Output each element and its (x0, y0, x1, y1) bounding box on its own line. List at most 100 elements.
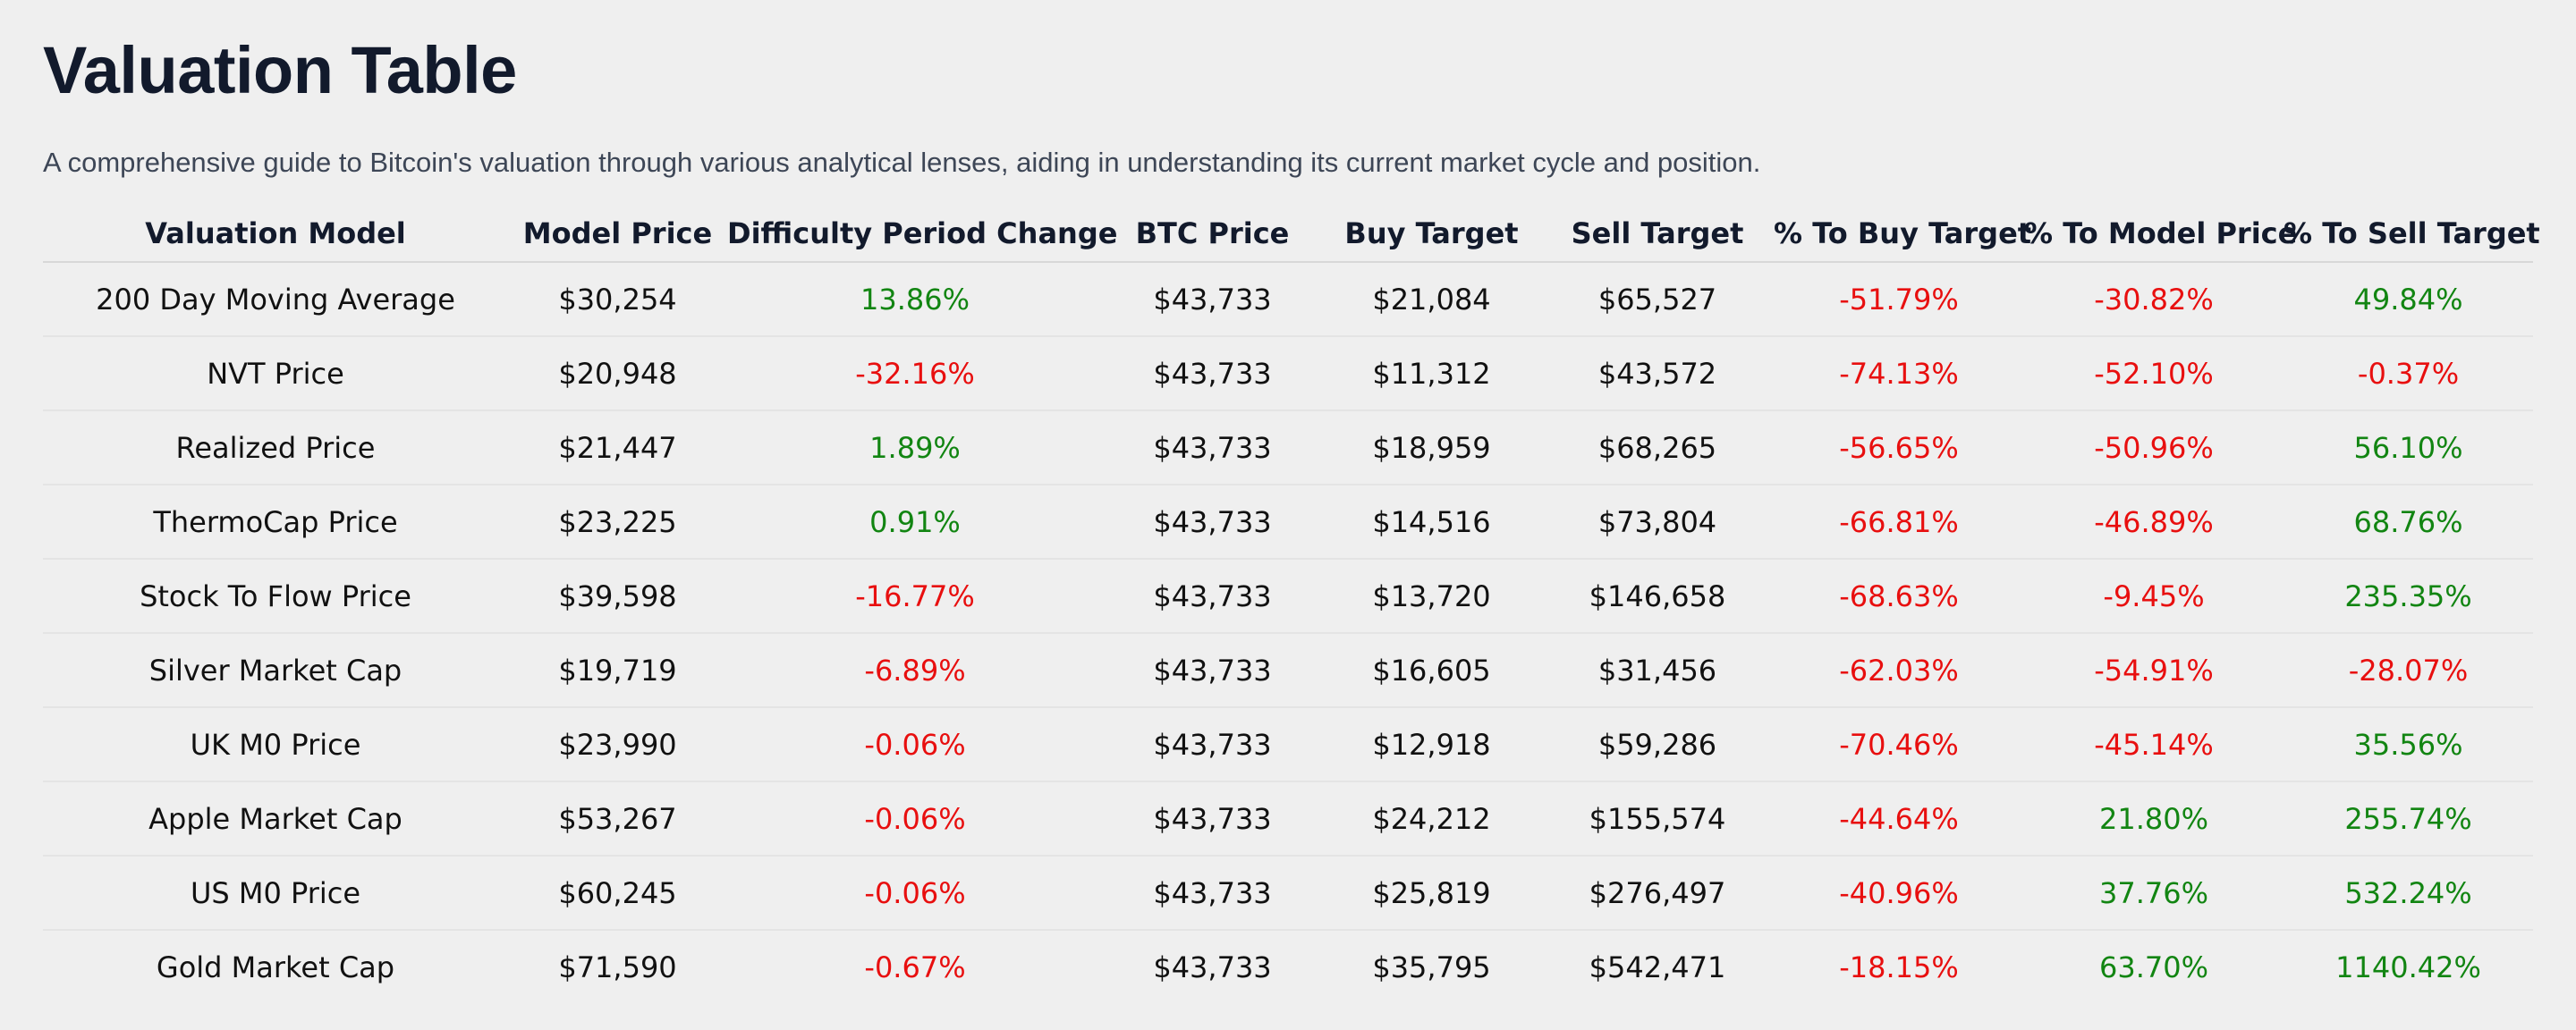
cell-pct-to-sell-target: 68.76% (2284, 485, 2533, 560)
cell-btc-price: $43,733 (1103, 485, 1322, 560)
table-row: UK M0 Price $23,990 -0.06% $43,733 $12,9… (43, 707, 2533, 782)
cell-model-price: $21,447 (508, 410, 727, 485)
column-header-buy-target[interactable]: Buy Target (1322, 206, 1541, 263)
cell-model-price: $71,590 (558, 950, 677, 984)
cell-pct-to-buy-target: -68.63% (1774, 559, 2024, 634)
cell-buy-target: $13,720 (1322, 559, 1541, 634)
cell-btc-price: $43,733 (1103, 781, 1322, 857)
cell-pct-to-sell-target: 1140.42% (2335, 950, 2481, 984)
cell-buy-target: $16,605 (1322, 633, 1541, 708)
cell-pct-to-buy-target: -70.46% (1774, 707, 2024, 782)
cell-sell-target: $31,456 (1541, 633, 1774, 708)
cell-btc-price: $43,733 (1103, 559, 1322, 634)
column-header-difficulty-period-change[interactable]: Difficulty Period Change (727, 206, 1117, 263)
cell-buy-target: $11,312 (1322, 336, 1541, 411)
column-header-btc-price[interactable]: BTC Price (1103, 206, 1322, 263)
cell-pct-to-sell-target: 49.84% (2284, 262, 2533, 337)
cell-valuation-model: UK M0 Price (43, 707, 508, 782)
cell-btc-price: $43,733 (1103, 633, 1322, 708)
cell-buy-target: $25,819 (1322, 856, 1541, 931)
cell-difficulty-period-change: -0.06% (727, 707, 1103, 782)
cell-pct-to-model-price: 21.80% (2024, 781, 2284, 857)
cell-difficulty-period-change: 0.91% (727, 485, 1103, 560)
table-row: ThermoCap Price $23,225 0.91% $43,733 $1… (43, 485, 2533, 560)
cell-difficulty-period-change: -32.16% (727, 336, 1103, 411)
cell-pct-to-buy-target: -44.64% (1774, 781, 2024, 857)
cell-sell-target: $276,497 (1541, 856, 1774, 931)
cell-model-price: $23,990 (508, 707, 727, 782)
cell-btc-price: $43,733 (1153, 950, 1272, 984)
cell-valuation-model: Apple Market Cap (43, 781, 508, 857)
cell-pct-to-model-price: -46.89% (2024, 485, 2284, 560)
cell-pct-to-model-price: -45.14% (2024, 707, 2284, 782)
column-header-valuation-model[interactable]: Valuation Model (43, 206, 508, 263)
cell-sell-target: $59,286 (1541, 707, 1774, 782)
cell-model-price: $30,254 (508, 262, 727, 337)
cell-pct-to-sell-target: -28.07% (2284, 633, 2533, 708)
table-row: Stock To Flow Price $39,598 -16.77% $43,… (43, 559, 2533, 634)
cell-pct-to-model-price: -9.45% (2024, 559, 2284, 634)
cell-difficulty-period-change: 1.89% (727, 410, 1103, 485)
column-header-model-price[interactable]: Model Price (508, 206, 727, 263)
column-header-pct-to-buy-target[interactable]: % To Buy Target (1774, 206, 2031, 263)
table-row: Silver Market Cap $19,719 -6.89% $43,733… (43, 633, 2533, 708)
table-header-row: Valuation Model Model Price Difficulty P… (43, 206, 2540, 263)
cell-valuation-model: Realized Price (43, 410, 508, 485)
cell-difficulty-period-change: -0.06% (727, 781, 1103, 857)
cell-sell-target: $43,572 (1541, 336, 1774, 411)
cell-valuation-model: US M0 Price (43, 856, 508, 931)
cell-buy-target: $35,795 (1372, 950, 1491, 984)
table-row: US M0 Price $60,245 -0.06% $43,733 $25,8… (43, 856, 2533, 931)
cell-pct-to-model-price: -52.10% (2024, 336, 2284, 411)
cell-buy-target: $12,918 (1322, 707, 1541, 782)
cell-sell-target: $73,804 (1541, 485, 1774, 560)
cell-btc-price: $43,733 (1103, 707, 1322, 782)
cell-difficulty-period-change: 13.86% (727, 262, 1103, 337)
cell-valuation-model: NVT Price (43, 336, 508, 411)
cell-pct-to-model-price: -30.82% (2024, 262, 2284, 337)
table-row: 200 Day Moving Average $30,254 13.86% $4… (43, 262, 2533, 337)
cell-valuation-model: Gold Market Cap (156, 950, 395, 984)
cell-model-price: $20,948 (508, 336, 727, 411)
cell-valuation-model: 200 Day Moving Average (43, 262, 508, 337)
table-row: Apple Market Cap $53,267 -0.06% $43,733 … (43, 781, 2533, 857)
cell-sell-target: $542,471 (1589, 950, 1726, 984)
cell-sell-target: $146,658 (1541, 559, 1774, 634)
cell-btc-price: $43,733 (1103, 410, 1322, 485)
cell-model-price: $39,598 (508, 559, 727, 634)
cell-pct-to-sell-target: 35.56% (2284, 707, 2533, 782)
table-row: Gold Market Cap $71,590 -0.67% $43,733 $… (43, 930, 2533, 1003)
cell-pct-to-model-price: -50.96% (2024, 410, 2284, 485)
cell-pct-to-buy-target: -18.15% (1839, 950, 1959, 984)
cell-sell-target: $155,574 (1541, 781, 1774, 857)
cell-difficulty-period-change: -6.89% (727, 633, 1103, 708)
column-header-sell-target[interactable]: Sell Target (1541, 206, 1774, 263)
cell-pct-to-sell-target: -0.37% (2284, 336, 2533, 411)
cell-pct-to-buy-target: -62.03% (1774, 633, 2024, 708)
cell-buy-target: $21,084 (1322, 262, 1541, 337)
cell-sell-target: $65,527 (1541, 262, 1774, 337)
cell-difficulty-period-change: -0.06% (727, 856, 1103, 931)
valuation-table: Valuation Model Model Price Difficulty P… (43, 206, 2540, 1003)
table-row: Realized Price $21,447 1.89% $43,733 $18… (43, 410, 2533, 485)
page-subtitle: A comprehensive guide to Bitcoin's valua… (43, 147, 1761, 178)
cell-pct-to-sell-target: 235.35% (2284, 559, 2533, 634)
cell-valuation-model: Silver Market Cap (43, 633, 508, 708)
cell-buy-target: $14,516 (1322, 485, 1541, 560)
table-body: 200 Day Moving Average $30,254 13.86% $4… (43, 262, 2533, 1003)
cell-buy-target: $24,212 (1322, 781, 1541, 857)
cell-pct-to-sell-target: 255.74% (2284, 781, 2533, 857)
cell-valuation-model: ThermoCap Price (43, 485, 508, 560)
cell-pct-to-model-price: 37.76% (2024, 856, 2284, 931)
cell-model-price: $19,719 (508, 633, 727, 708)
cell-pct-to-buy-target: -66.81% (1774, 485, 2024, 560)
column-header-pct-to-model-price[interactable]: % To Model Price (2024, 206, 2297, 263)
cell-pct-to-model-price: 63.70% (2098, 950, 2208, 984)
cell-btc-price: $43,733 (1103, 336, 1322, 411)
column-header-pct-to-sell-target[interactable]: % To Sell Target (2284, 206, 2540, 263)
cell-model-price: $23,225 (508, 485, 727, 560)
cell-pct-to-model-price: -54.91% (2024, 633, 2284, 708)
table-row: NVT Price $20,948 -32.16% $43,733 $11,31… (43, 336, 2533, 411)
cell-model-price: $53,267 (508, 781, 727, 857)
